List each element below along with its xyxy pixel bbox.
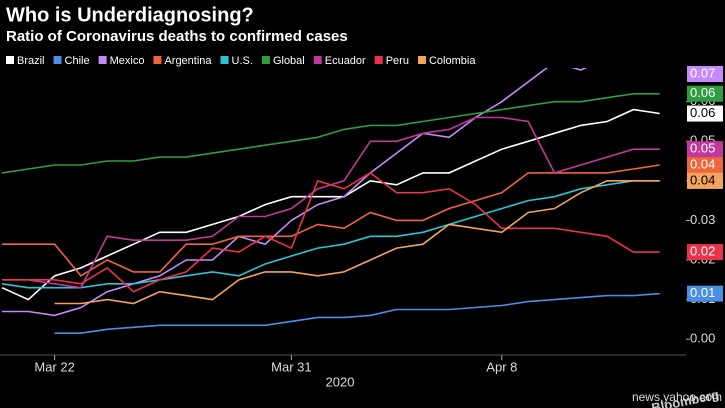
legend-swatch: [153, 56, 162, 64]
series-line: [2, 171, 660, 293]
end-label-box: [687, 85, 723, 102]
end-label-box: [687, 141, 723, 158]
legend-label: Brazil: [17, 55, 45, 67]
legend-swatch: [53, 56, 62, 64]
series-line: [54, 180, 660, 305]
legend-swatch: [417, 56, 426, 64]
series-line: [1, 108, 660, 301]
x-axis-label: 2020: [326, 374, 355, 389]
legend-label: Argentina: [164, 55, 212, 67]
legend-swatch: [220, 56, 229, 64]
legend-swatch: [98, 56, 107, 64]
end-label-box: [687, 285, 723, 302]
end-label: 0.04: [690, 172, 715, 187]
end-label: 0.06: [690, 85, 715, 100]
end-label-box: [687, 172, 723, 189]
end-label: 0.01: [690, 285, 715, 300]
source: news.yahoo.com: [632, 390, 722, 404]
end-label: 0.05: [690, 141, 715, 156]
chart-subtitle: Ratio of Coronavirus deaths to confirmed…: [6, 28, 348, 45]
legend-label: Mexico: [110, 55, 145, 67]
end-label: 0.04: [690, 156, 715, 171]
end-label-box: [687, 66, 723, 82]
legend-swatch: [374, 56, 383, 64]
y-tick-label: 0.00: [690, 331, 715, 346]
end-label-box: [687, 105, 723, 122]
legend-label: U.S.: [232, 55, 253, 67]
series-line: [1, 93, 660, 174]
end-label-box: [687, 157, 723, 173]
end-label: 0.06: [690, 105, 715, 120]
series-line: [2, 164, 660, 277]
series-line: [54, 292, 660, 334]
legend-swatch: [313, 56, 322, 64]
legend-label: Peru: [386, 55, 409, 67]
legend-label: Chile: [65, 55, 90, 67]
plot-area: [1, 68, 660, 334]
legend-label: Global: [273, 55, 305, 67]
legend-swatch: [261, 56, 270, 64]
chart-title: Who is Underdiagnosing?: [6, 4, 254, 26]
series-line: [1, 180, 660, 289]
legend-swatch: [6, 56, 14, 64]
x-tick-label: Apr 8: [486, 359, 517, 374]
end-label: 0.07: [690, 65, 715, 80]
end-label-box: [687, 244, 723, 261]
legend-label: Colombia: [429, 55, 476, 67]
end-label: 0.02: [690, 244, 715, 259]
y-tick-label: 0.03: [690, 212, 715, 227]
legend-label: Ecuador: [325, 55, 366, 67]
series-line: [2, 116, 660, 289]
x-tick-label: Mar 22: [34, 359, 74, 374]
x-tick-label: Mar 31: [271, 359, 311, 374]
